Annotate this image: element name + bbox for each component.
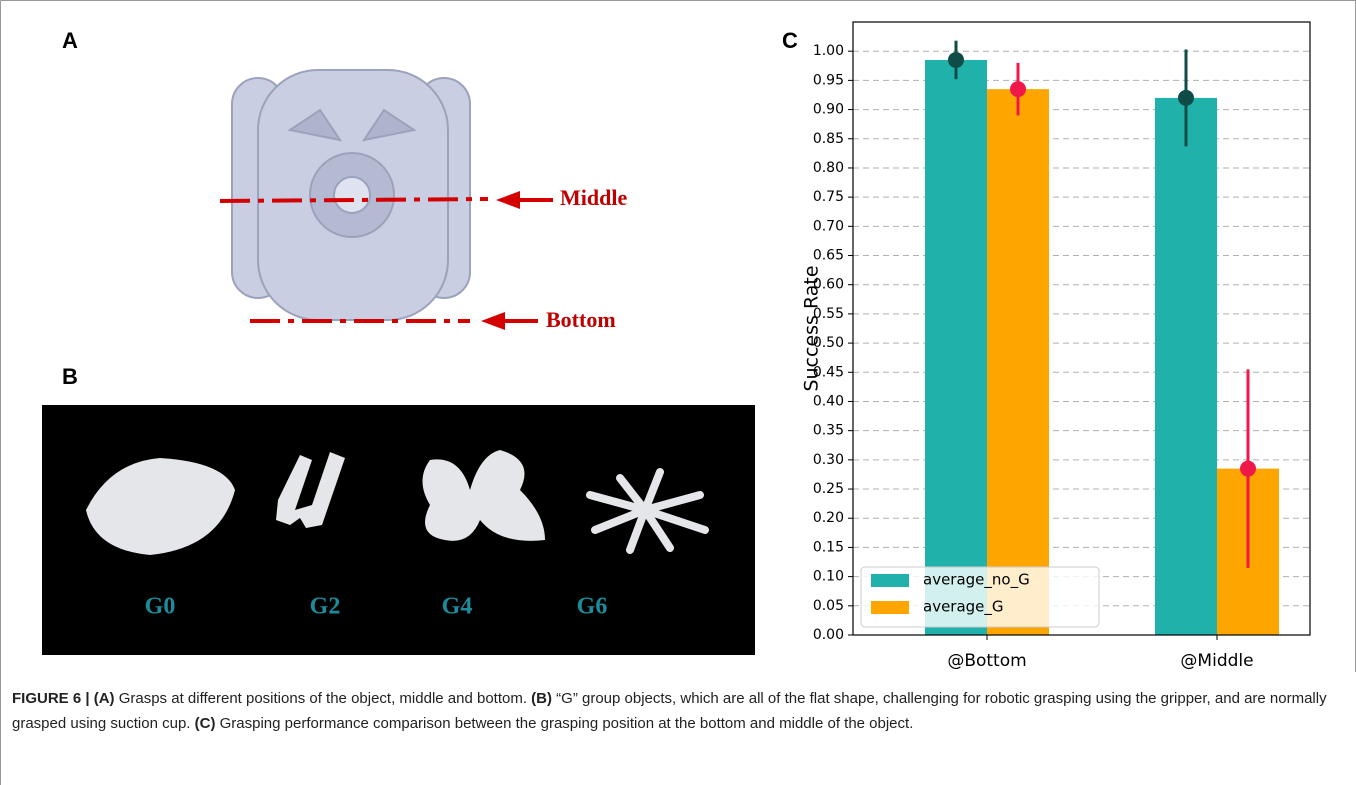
bar [987, 89, 1049, 635]
object-label: G0 [145, 594, 176, 620]
position-label: Middle [560, 185, 627, 210]
y-tick-label: 0.15 [813, 539, 844, 555]
object-label: G6 [577, 594, 608, 620]
object-label: G2 [310, 594, 341, 620]
arrows [481, 191, 553, 330]
caption: FIGURE 6 | (A) Grasps at different posit… [12, 686, 1332, 736]
bar [925, 60, 987, 635]
mean-point [1240, 461, 1256, 477]
y-tick-label: 0.75 [813, 189, 844, 205]
position-label: Bottom [546, 307, 616, 332]
caption-part: (B) [531, 690, 552, 707]
y-axis-label: Success Rate [801, 265, 823, 391]
caption-part: (C) [195, 715, 216, 732]
y-tick-label: 0.30 [813, 452, 844, 468]
y-tick-label: 0.25 [813, 481, 844, 497]
y-tick-label: 0.65 [813, 248, 844, 264]
legend-swatch [871, 574, 909, 587]
legend-swatch [871, 601, 909, 614]
y-tick-label: 0.85 [813, 131, 844, 147]
y-tick-label: 0.35 [813, 423, 844, 439]
panel-label: C [782, 28, 798, 53]
panel-label: A [62, 28, 78, 53]
y-tick-label: 0.10 [813, 569, 844, 585]
figure: A B C Middle Bottom G0 G2 G4 G6 0.00 0.05 0.1… [0, 0, 1356, 785]
mean-point [1010, 81, 1026, 97]
caption-part: FIGURE 6 | (A) [12, 690, 115, 707]
object-label: G4 [442, 594, 473, 620]
mean-point [1178, 90, 1194, 106]
y-tick-label: 0.90 [813, 102, 844, 118]
page: A B C Middle Bottom G0 G2 G4 G6 0.00 0.05 0.1… [0, 0, 1356, 785]
y-tick-label: 0.95 [813, 72, 844, 88]
mean-point [948, 52, 964, 68]
y-tick-label: 0.00 [813, 627, 844, 643]
frame [1, 1, 1356, 785]
object-render [232, 70, 470, 320]
caption-part: Grasps at different positions of the obj… [115, 690, 532, 707]
x-tick-label: @Middle [1180, 651, 1253, 671]
legend-label: average_no_G [923, 571, 1030, 590]
panel-label: B [62, 364, 78, 389]
y-tick-label: 0.70 [813, 218, 844, 234]
y-tick-label: 0.20 [813, 510, 844, 526]
bar [1155, 98, 1217, 635]
y-tick-label: 0.40 [813, 393, 844, 409]
y-tick-label: 0.05 [813, 598, 844, 614]
legend-label: average_G [923, 598, 1004, 617]
caption-part: Grasping performance comparison between … [215, 715, 913, 732]
x-tick-label: @Bottom [947, 651, 1026, 671]
y-tick-label: 0.80 [813, 160, 844, 176]
y-tick-label: 1.00 [813, 43, 844, 59]
